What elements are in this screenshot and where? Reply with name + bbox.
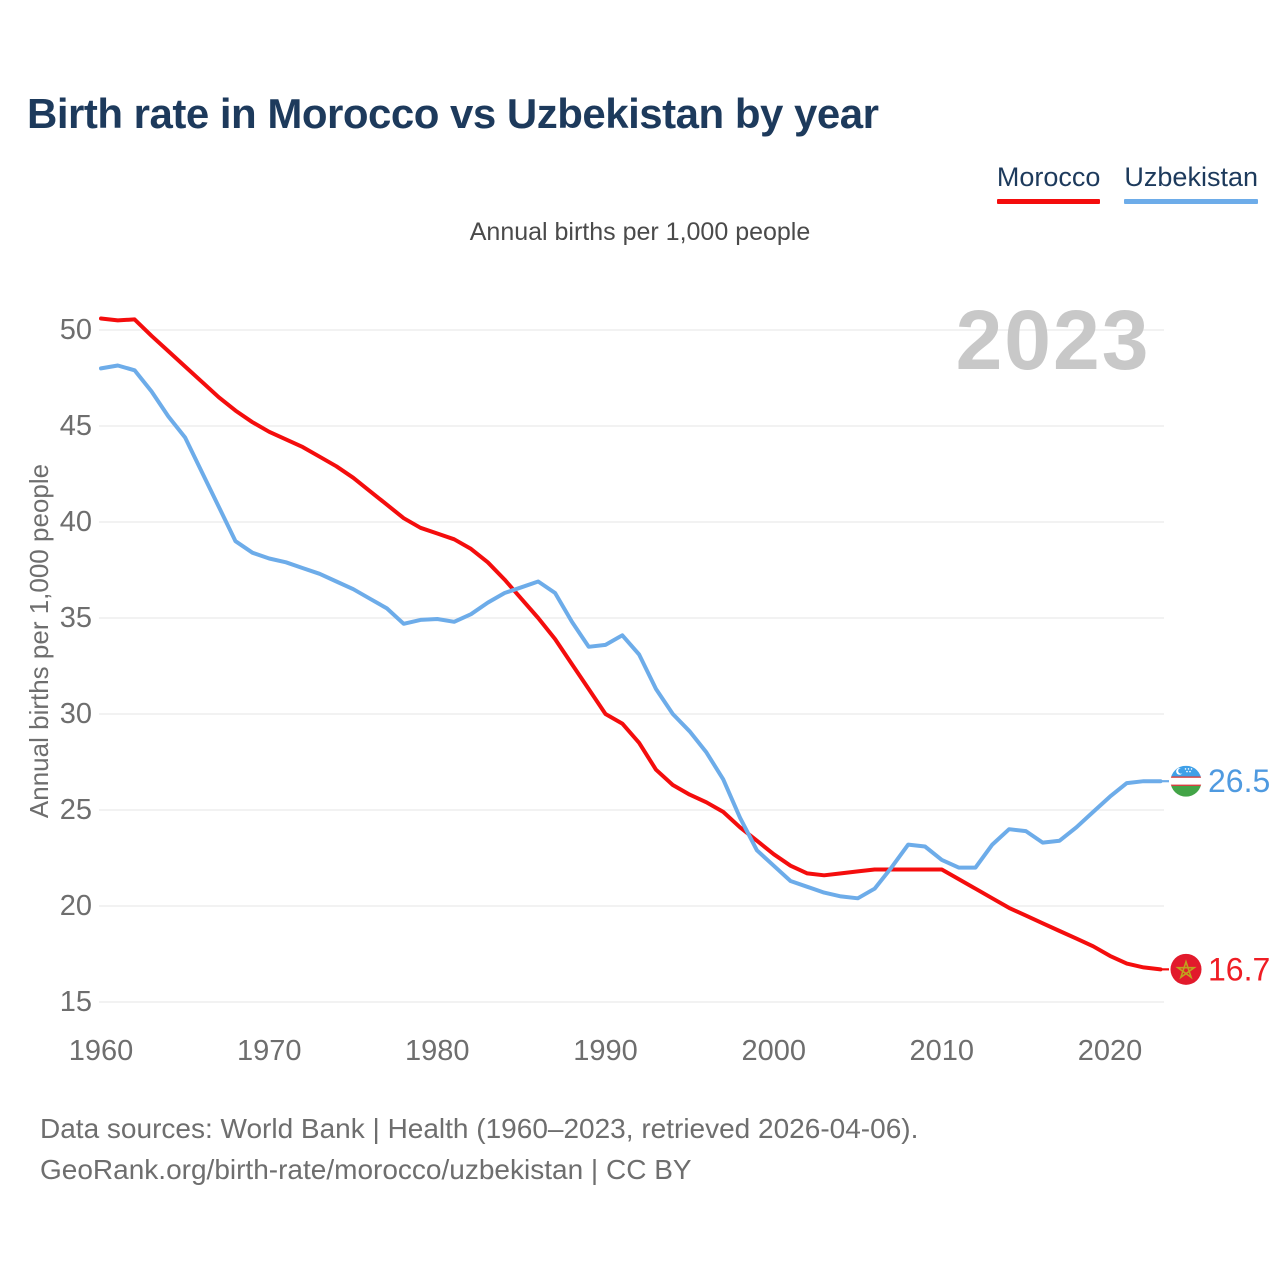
legend-swatch [996,199,1101,204]
x-tick-label: 2000 [741,1035,806,1067]
x-tick-label: 1980 [405,1035,470,1067]
y-tick-label: 50 [60,314,92,346]
x-tick-label: 1970 [237,1035,302,1067]
x-tick-label: 1990 [573,1035,638,1067]
legend-swatch [1124,199,1258,204]
morocco-line [99,316,1163,972]
legend-item-morocco[interactable]: Morocco [996,162,1101,204]
uzbekistan-flag-icon [1170,765,1202,797]
x-tick-label: 2020 [1078,1035,1143,1067]
footer-attribution: GeoRank.org/birth-rate/morocco/uzbekista… [40,1154,692,1185]
y-axis-title: Annual births per 1,000 people [24,464,54,818]
legend-label-morocco: Morocco [996,162,1101,192]
watermark-year: 2023 [956,293,1151,387]
y-tick-label: 25 [60,794,92,826]
uzbekistan-end-label: 26.5 [1208,763,1270,799]
y-tick-label: 15 [60,986,92,1018]
footer-data-sources: Data sources: World Bank | Health (1960–… [40,1113,919,1144]
y-tick-label: 35 [60,602,92,634]
y-tick-label: 40 [60,506,92,538]
x-tick-label: 2010 [910,1035,975,1067]
y-tick-label: 45 [60,410,92,442]
x-tick-label: 1960 [69,1035,134,1067]
morocco-flag-icon [1170,953,1202,985]
y-tick-label: 30 [60,698,92,730]
legend-item-uzbekistan[interactable]: Uzbekistan [1124,162,1258,204]
chart-footer: Data sources: World Bank | Health (1960–… [40,1108,918,1190]
y-tick-label: 20 [60,890,92,922]
chart-subtitle: Annual births per 1,000 people [469,218,811,246]
morocco-end-label: 16.7 [1208,951,1270,987]
chart-legend: Morocco Uzbekistan [996,162,1258,204]
uzbekistan-line [99,363,1163,901]
page-title: Birth rate in Morocco vs Uzbekistan by y… [27,90,879,137]
legend-label-uzbekistan: Uzbekistan [1124,162,1258,192]
